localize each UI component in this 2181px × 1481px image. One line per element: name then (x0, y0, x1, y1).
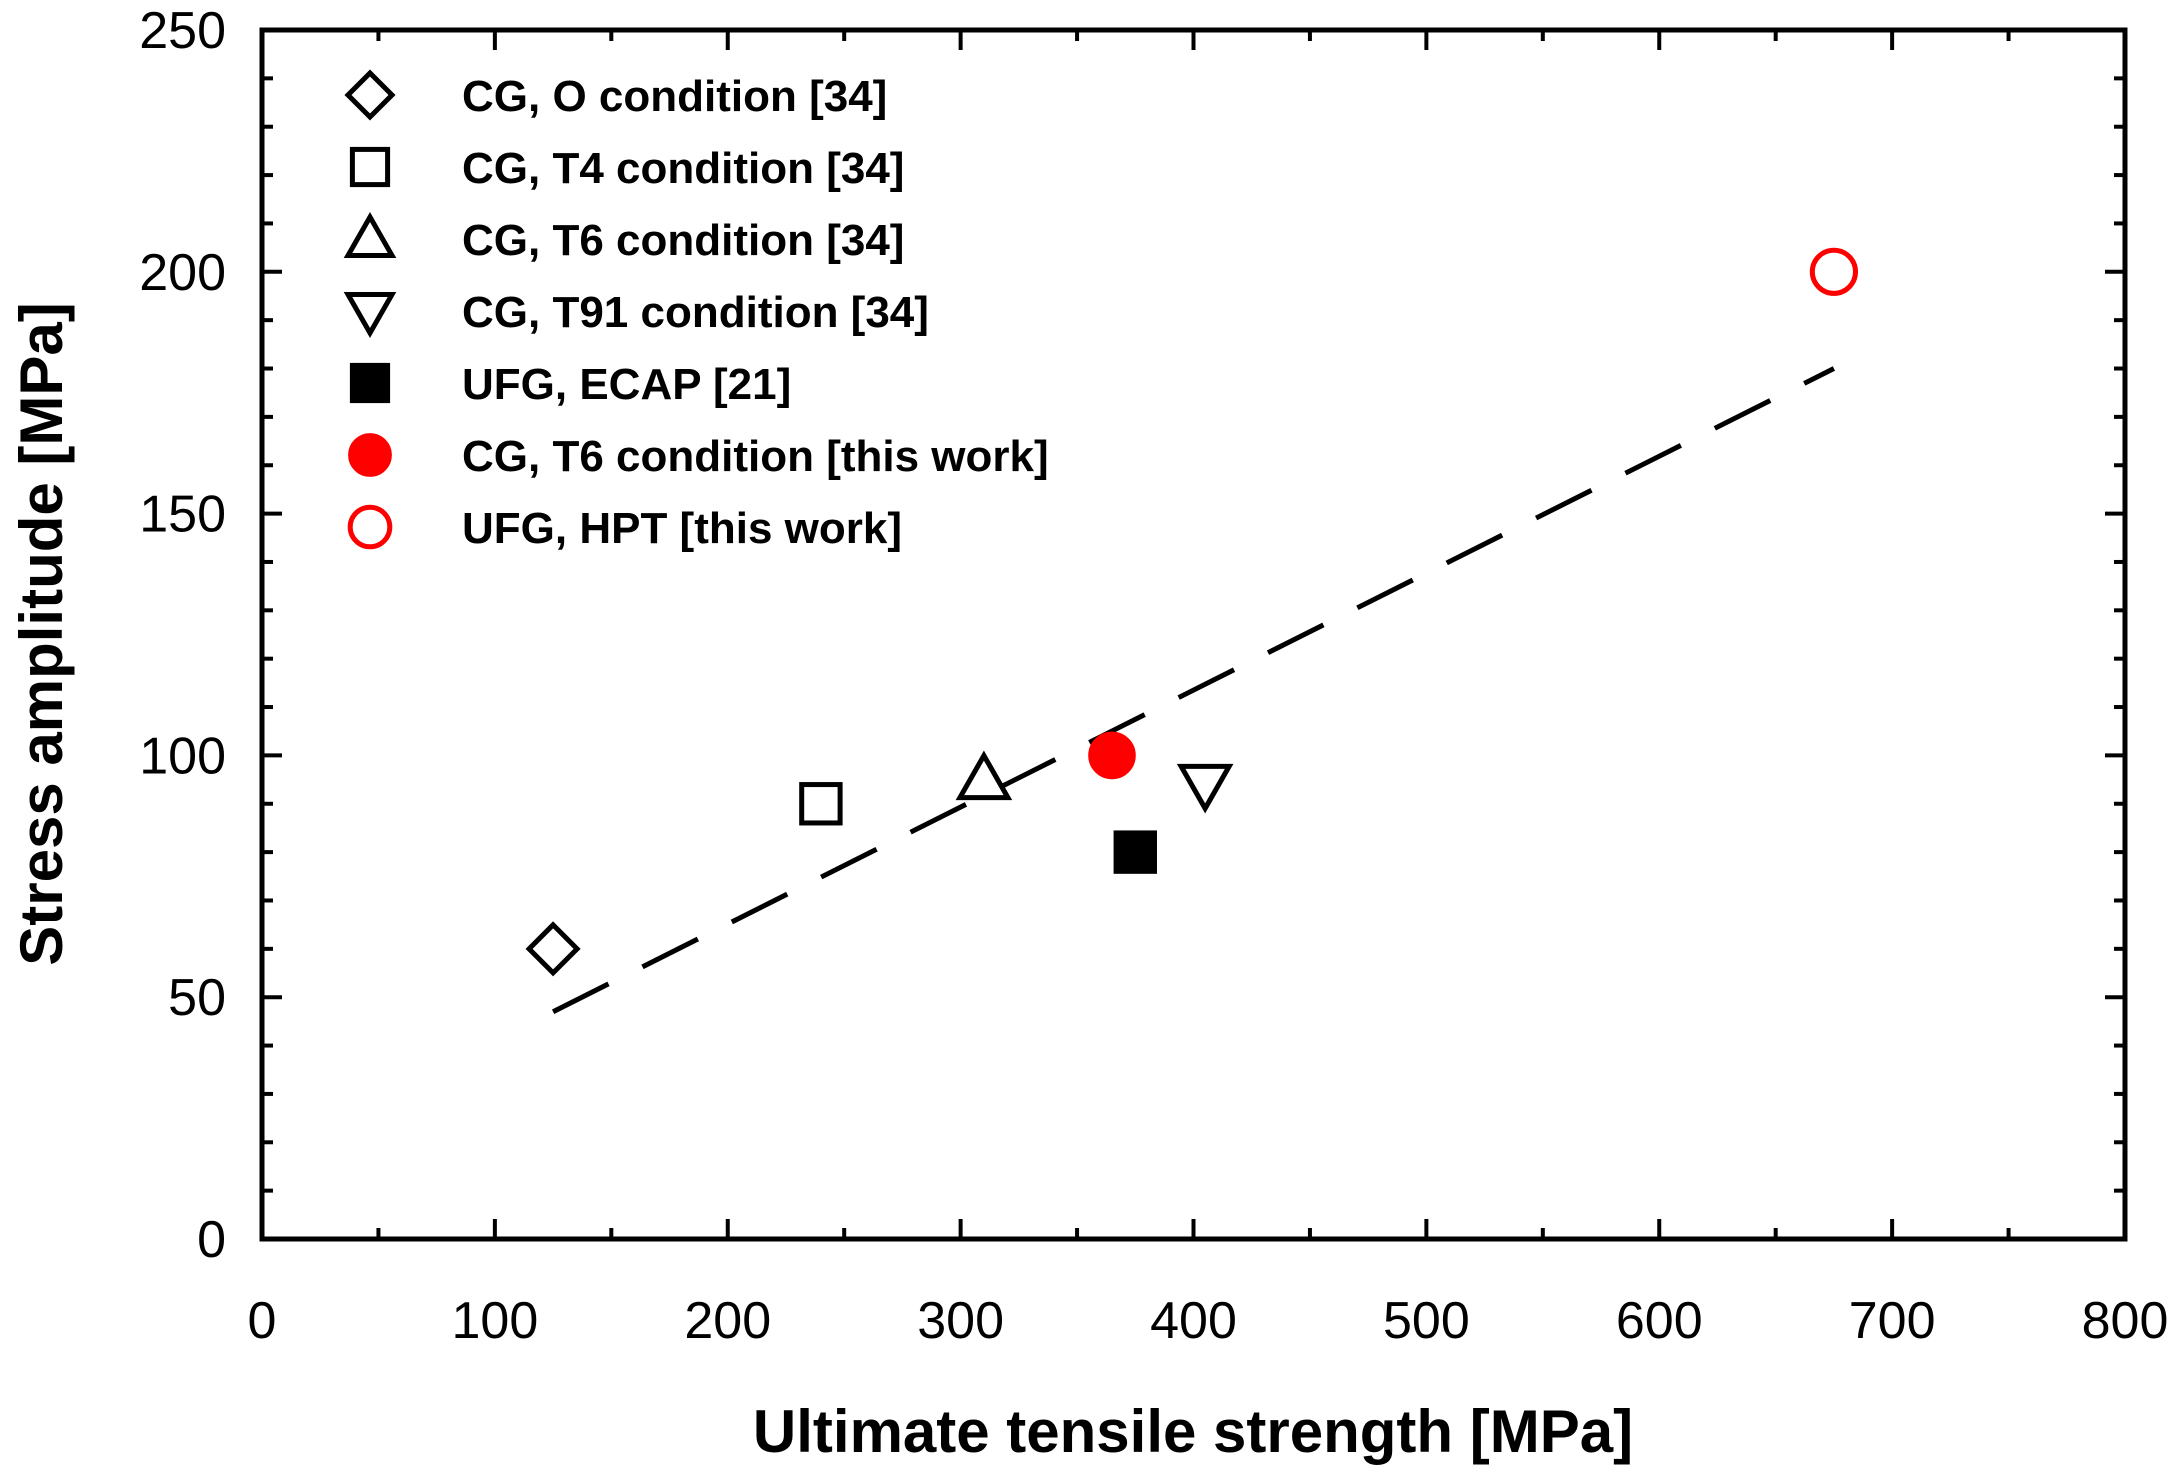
data-point (799, 782, 843, 826)
data-point (1809, 247, 1859, 296)
legend-label: UFG, HPT [this work] (462, 504, 902, 553)
y-tick-label: 50 (168, 969, 226, 1027)
x-axis-ticks (260, 30, 2127, 1239)
data-point (1088, 731, 1136, 780)
legend-label: CG, T91 condition [34] (462, 288, 929, 337)
legend-marker (349, 146, 391, 188)
x-tick-label: 0 (248, 1292, 277, 1350)
y-axis-title: Stress amplitude [MPa] (8, 302, 75, 966)
y-tick-label: 150 (139, 486, 226, 544)
legend-marker (344, 69, 396, 121)
x-tick-label: 600 (1616, 1292, 1703, 1350)
y-tick-label: 100 (139, 727, 226, 785)
x-tick-label: 100 (451, 1292, 538, 1350)
data-points (525, 247, 1859, 977)
y-tick-label: 200 (139, 244, 226, 302)
legend-label: CG, T4 condition [34] (462, 144, 904, 193)
y-tick-label: 0 (197, 1211, 226, 1269)
legend-marker (343, 292, 397, 339)
legend-label: CG, T6 condition [34] (462, 216, 904, 265)
trend-line (551, 366, 1836, 1014)
legend-marker (343, 211, 397, 258)
plot-frame (259, 27, 2128, 1242)
x-axis-title: Ultimate tensile strength [MPa] (753, 1398, 1633, 1465)
data-point (955, 750, 1013, 801)
legend: CG, O condition [34] CG, T4 condition [34… (343, 69, 1049, 553)
x-tick-label: 700 (1849, 1292, 1936, 1350)
legend-label: CG, T6 condition [this work] (462, 432, 1049, 481)
x-tick-label: 200 (684, 1292, 771, 1350)
y-axis-tick-labels: 0 50 100 150 200 250 (139, 2, 226, 1269)
y-axis-ticks (262, 28, 2125, 1241)
legend-marker (348, 433, 392, 477)
x-tick-label: 400 (1150, 1292, 1237, 1350)
x-tick-label: 300 (917, 1292, 1004, 1350)
legend-label: UFG, ECAP [21] (462, 360, 791, 409)
x-tick-label: 500 (1383, 1292, 1470, 1350)
x-tick-label: 800 (2082, 1292, 2169, 1350)
y-tick-label: 250 (139, 2, 226, 60)
trend-line-group (551, 366, 1836, 1014)
data-point (1176, 763, 1234, 814)
data-point (1113, 830, 1157, 874)
data-point (525, 921, 581, 977)
legend-marker (347, 504, 393, 550)
legend-label: CG, O condition [34] (462, 72, 887, 121)
legend-marker (349, 362, 391, 404)
x-axis-tick-labels: 0 100 200 300 400 500 600 700 800 (248, 1292, 2169, 1350)
